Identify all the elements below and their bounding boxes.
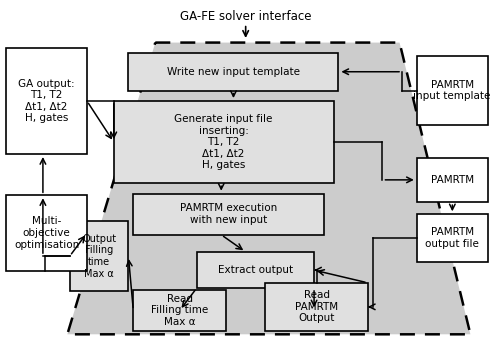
FancyBboxPatch shape [128, 53, 338, 91]
FancyBboxPatch shape [134, 194, 324, 235]
FancyBboxPatch shape [416, 56, 488, 125]
Text: GA output:
T1, T2
Δt1, Δt2
H, gates: GA output: T1, T2 Δt1, Δt2 H, gates [18, 79, 75, 123]
FancyBboxPatch shape [416, 157, 488, 202]
Text: Multi-
objective
optimisation: Multi- objective optimisation [14, 217, 79, 250]
Polygon shape [68, 43, 470, 334]
FancyBboxPatch shape [416, 214, 488, 262]
FancyBboxPatch shape [114, 101, 334, 183]
Text: Generate input file
inserting:
T1, T2
Δt1, Δt2
H, gates: Generate input file inserting: T1, T2 Δt… [174, 114, 273, 170]
FancyBboxPatch shape [265, 283, 368, 331]
Text: Read
PAMRTM
Output: Read PAMRTM Output [295, 290, 338, 324]
Text: GA-FE solver interface: GA-FE solver interface [180, 10, 312, 23]
Text: Read
Filling time
Max α: Read Filling time Max α [151, 294, 208, 327]
FancyBboxPatch shape [6, 48, 87, 154]
FancyBboxPatch shape [6, 195, 87, 271]
Text: Extract output: Extract output [218, 265, 293, 275]
Text: Write new input template: Write new input template [167, 67, 300, 77]
FancyBboxPatch shape [197, 252, 314, 288]
Text: PAMRTM execution
with new input: PAMRTM execution with new input [180, 203, 277, 225]
Text: Output
Filling
time
Max α: Output Filling time Max α [82, 234, 116, 279]
Text: PAMRTM
input template: PAMRTM input template [414, 80, 491, 101]
FancyBboxPatch shape [134, 290, 226, 331]
Text: PAMRTM: PAMRTM [430, 175, 474, 185]
FancyBboxPatch shape [70, 221, 128, 291]
Text: PAMRTM
output file: PAMRTM output file [425, 227, 479, 249]
